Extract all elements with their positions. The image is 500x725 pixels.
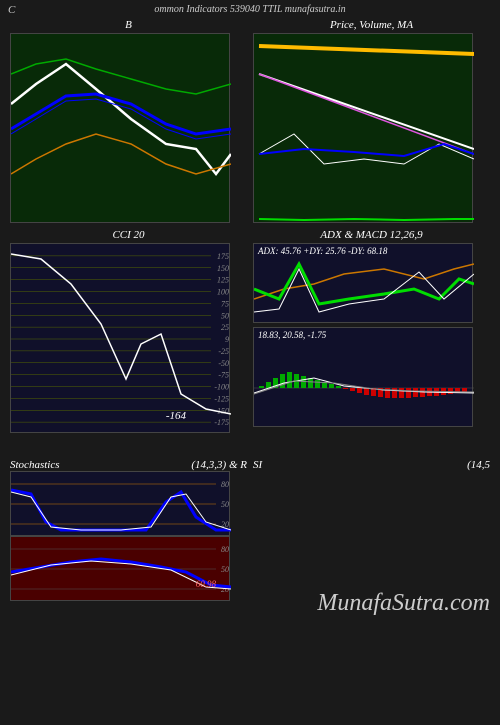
bollinger-panel: B [10,19,247,223]
bollinger-svg [11,34,231,224]
stoch-top-svg: 805020 [11,472,231,537]
bollinger-title: B [10,19,247,31]
svg-text:50: 50 [221,500,229,509]
adx-title: ADX & MACD 12,26,9 [253,229,490,241]
price-ma-panel: Price, Volume, MA [253,19,490,223]
svg-text:-25: -25 [218,347,229,356]
stochastics-panel: Stochastics (14,3,3) & R 805020 80502060… [10,459,247,601]
cci-panel: CCI 20 175 150 125 100 75 50 25 9 -25 -50 -75 -100 -… [10,229,247,433]
svg-text:-175: -175 [214,418,229,427]
page-header: ommon Indicators 539040 TTIL munafasutra… [0,0,500,19]
rsi-far: (14,5 [467,459,490,471]
price-ma-svg [254,34,474,224]
svg-text:50: 50 [221,311,229,320]
svg-text:125: 125 [217,276,229,285]
corner-label: C [8,4,15,16]
macd-svg [254,328,474,428]
svg-text:60.98: 60.98 [196,579,217,589]
stoch-title-right: (14,3,3) & R [191,459,247,471]
macd-text: 18.83, 20.58, -1.75 [258,330,326,340]
svg-text:-164: -164 [166,410,187,422]
svg-text:100: 100 [217,288,229,297]
adx-macd-panel: ADX & MACD 12,26,9 ADX: 45.76 +DY: 25.76… [253,229,490,433]
svg-text:80: 80 [221,480,229,489]
watermark-text: MunafaSutra.com [317,590,490,617]
cci-title: CCI 20 [10,229,247,241]
svg-text:9: 9 [225,335,229,344]
svg-text:150: 150 [217,264,229,273]
svg-text:175: 175 [217,252,229,261]
rsi-panel: SI (14,5 [253,459,490,601]
price-ma-title: Price, Volume, MA [253,19,490,31]
svg-text:-100: -100 [214,383,229,392]
adx-svg [254,244,474,324]
stoch-bot-svg: 80502060.98 [11,537,231,602]
stoch-title-left: Stochastics [10,459,60,471]
svg-text:-125: -125 [214,394,229,403]
rsi-sub: SI [253,459,262,471]
cci-svg: 1751501251007550259-25-50-75-100-125-150… [11,244,231,434]
svg-text:75: 75 [221,299,229,308]
svg-text:-75: -75 [218,371,229,380]
svg-text:50: 50 [221,565,229,574]
svg-text:25: 25 [221,323,229,332]
adx-text: ADX: 45.76 +DY: 25.76 -DY: 68.18 [258,246,387,256]
svg-text:-50: -50 [218,359,229,368]
svg-text:80: 80 [221,545,229,554]
